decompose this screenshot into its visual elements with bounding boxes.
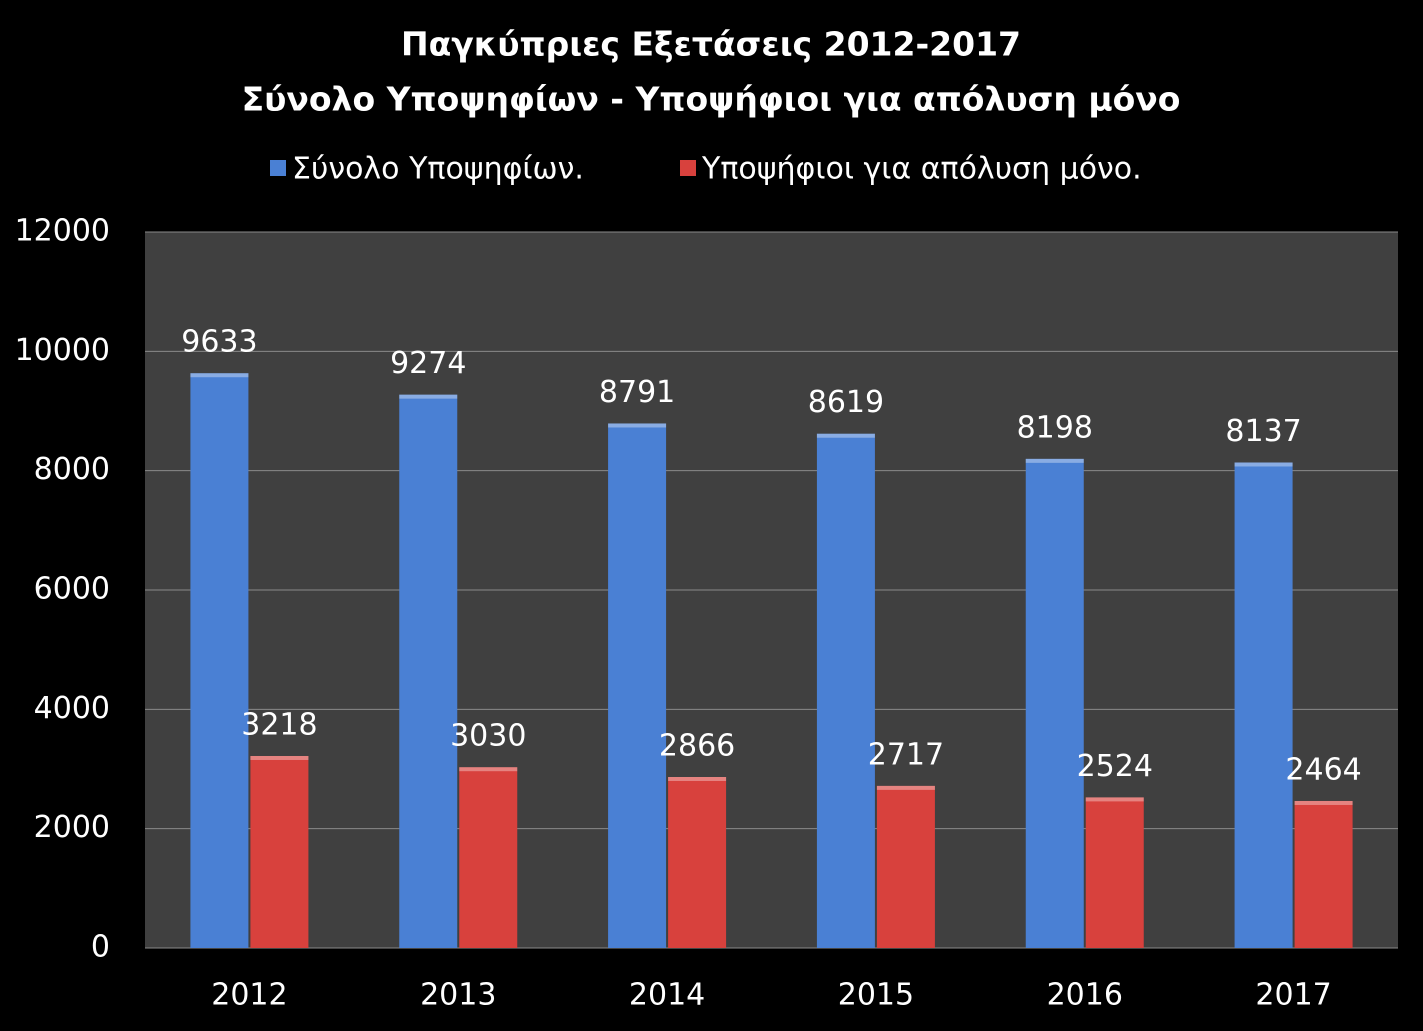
bar <box>816 433 875 948</box>
data-label: 3030 <box>450 719 526 754</box>
x-tick-label: 2014 <box>629 978 705 1013</box>
bar <box>1234 462 1293 948</box>
bar <box>1085 797 1144 948</box>
bar-top <box>190 373 249 378</box>
bar <box>459 767 518 948</box>
bar-top <box>816 433 875 438</box>
legend-label: Σύνολο Υποψηφίων. <box>292 152 584 187</box>
data-label: 8791 <box>599 375 675 410</box>
data-label: 2866 <box>659 728 735 763</box>
data-label: 2464 <box>1285 752 1361 787</box>
x-tick-label: 2016 <box>1047 978 1123 1013</box>
chart-subtitle: Σύνολο Υποψηφίων - Υποψήφιοι για απόλυση… <box>242 80 1181 119</box>
data-label: 2717 <box>868 737 944 772</box>
y-tick-label: 0 <box>91 930 110 965</box>
data-label: 8137 <box>1225 414 1301 449</box>
x-tick-label: 2013 <box>420 978 496 1013</box>
legend-swatch <box>270 160 286 176</box>
bar <box>668 776 727 948</box>
x-tick-label: 2017 <box>1255 978 1331 1013</box>
legend-label: Υποψήφιοι για απόλυση μόνο. <box>701 152 1142 187</box>
bar-top <box>1234 462 1293 467</box>
data-label: 8619 <box>808 385 884 420</box>
bar <box>608 423 667 948</box>
y-tick-label: 8000 <box>34 452 110 487</box>
y-tick-label: 12000 <box>15 214 110 249</box>
y-tick-label: 10000 <box>15 333 110 368</box>
bar <box>399 394 458 948</box>
y-tick-label: 2000 <box>34 810 110 845</box>
bar <box>1294 800 1353 948</box>
bar-top <box>668 776 727 781</box>
bar <box>1025 458 1084 948</box>
bar <box>876 785 935 948</box>
x-tick-label: 2015 <box>838 978 914 1013</box>
bar-top <box>876 785 935 790</box>
bar-top <box>399 394 458 399</box>
bar <box>190 373 249 949</box>
x-tick-label: 2012 <box>211 978 287 1013</box>
bar-top <box>1085 797 1144 802</box>
bar-top <box>250 755 309 760</box>
data-label: 2524 <box>1077 749 1153 784</box>
data-label: 8198 <box>1017 410 1093 445</box>
bar <box>250 755 309 948</box>
y-tick-label: 4000 <box>34 691 110 726</box>
legend-swatch <box>680 160 696 176</box>
y-tick-label: 6000 <box>34 572 110 607</box>
bar-top <box>608 423 667 428</box>
chart-title: Παγκύπριες Εξετάσεις 2012-2017 <box>401 25 1021 64</box>
data-label: 9274 <box>390 346 466 381</box>
data-label: 3218 <box>241 707 317 742</box>
bar-top <box>1025 458 1084 463</box>
bar-top <box>1294 800 1353 805</box>
data-label: 9633 <box>181 325 257 360</box>
bar-top <box>459 767 518 772</box>
